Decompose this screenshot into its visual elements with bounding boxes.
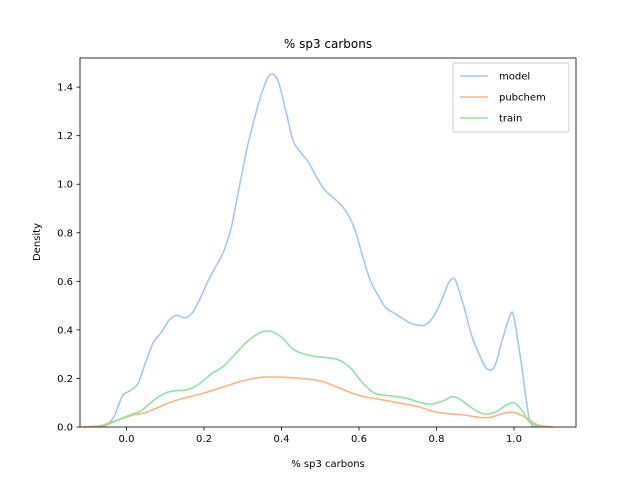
plot-frame bbox=[79, 57, 577, 428]
x-tick-label: 0.6 bbox=[351, 434, 367, 445]
y-tick-label: 0.6 bbox=[57, 277, 73, 288]
y-axis-label: Density bbox=[32, 223, 43, 261]
x-tick-label: 0.0 bbox=[119, 434, 135, 445]
series-line-model bbox=[99, 73, 538, 428]
x-axis-ticks: 0.0 0.2 0.4 0.6 0.8 1.0 bbox=[119, 427, 522, 445]
series-line-train bbox=[95, 330, 542, 428]
y-tick-label: 0.8 bbox=[57, 228, 73, 239]
legend: model pubchem train bbox=[452, 62, 570, 133]
y-tick-label: 1.0 bbox=[57, 180, 73, 191]
series-line-pubchem bbox=[83, 376, 553, 428]
x-tick-label: 1.0 bbox=[506, 434, 522, 445]
x-tick-label: 0.2 bbox=[196, 434, 212, 445]
legend-frame bbox=[452, 62, 570, 133]
y-axis-ticks: 0.0 0.2 0.4 0.6 0.8 1.0 1.2 1.4 bbox=[57, 83, 80, 434]
x-tick-label: 0.8 bbox=[429, 434, 445, 445]
x-axis-label: % sp3 carbons bbox=[291, 459, 365, 470]
plot-lines bbox=[83, 73, 553, 428]
y-tick-label: 0.0 bbox=[57, 423, 73, 434]
legend-label-model: model bbox=[499, 72, 530, 83]
chart-title: % sp3 carbons bbox=[284, 37, 372, 51]
y-tick-label: 0.2 bbox=[57, 374, 73, 385]
y-tick-label: 1.2 bbox=[57, 131, 73, 142]
y-tick-label: 1.4 bbox=[57, 83, 73, 94]
x-tick-label: 0.4 bbox=[274, 434, 290, 445]
legend-label-train: train bbox=[499, 114, 522, 125]
y-tick-label: 0.4 bbox=[57, 325, 73, 336]
legend-label-pubchem: pubchem bbox=[499, 93, 546, 104]
